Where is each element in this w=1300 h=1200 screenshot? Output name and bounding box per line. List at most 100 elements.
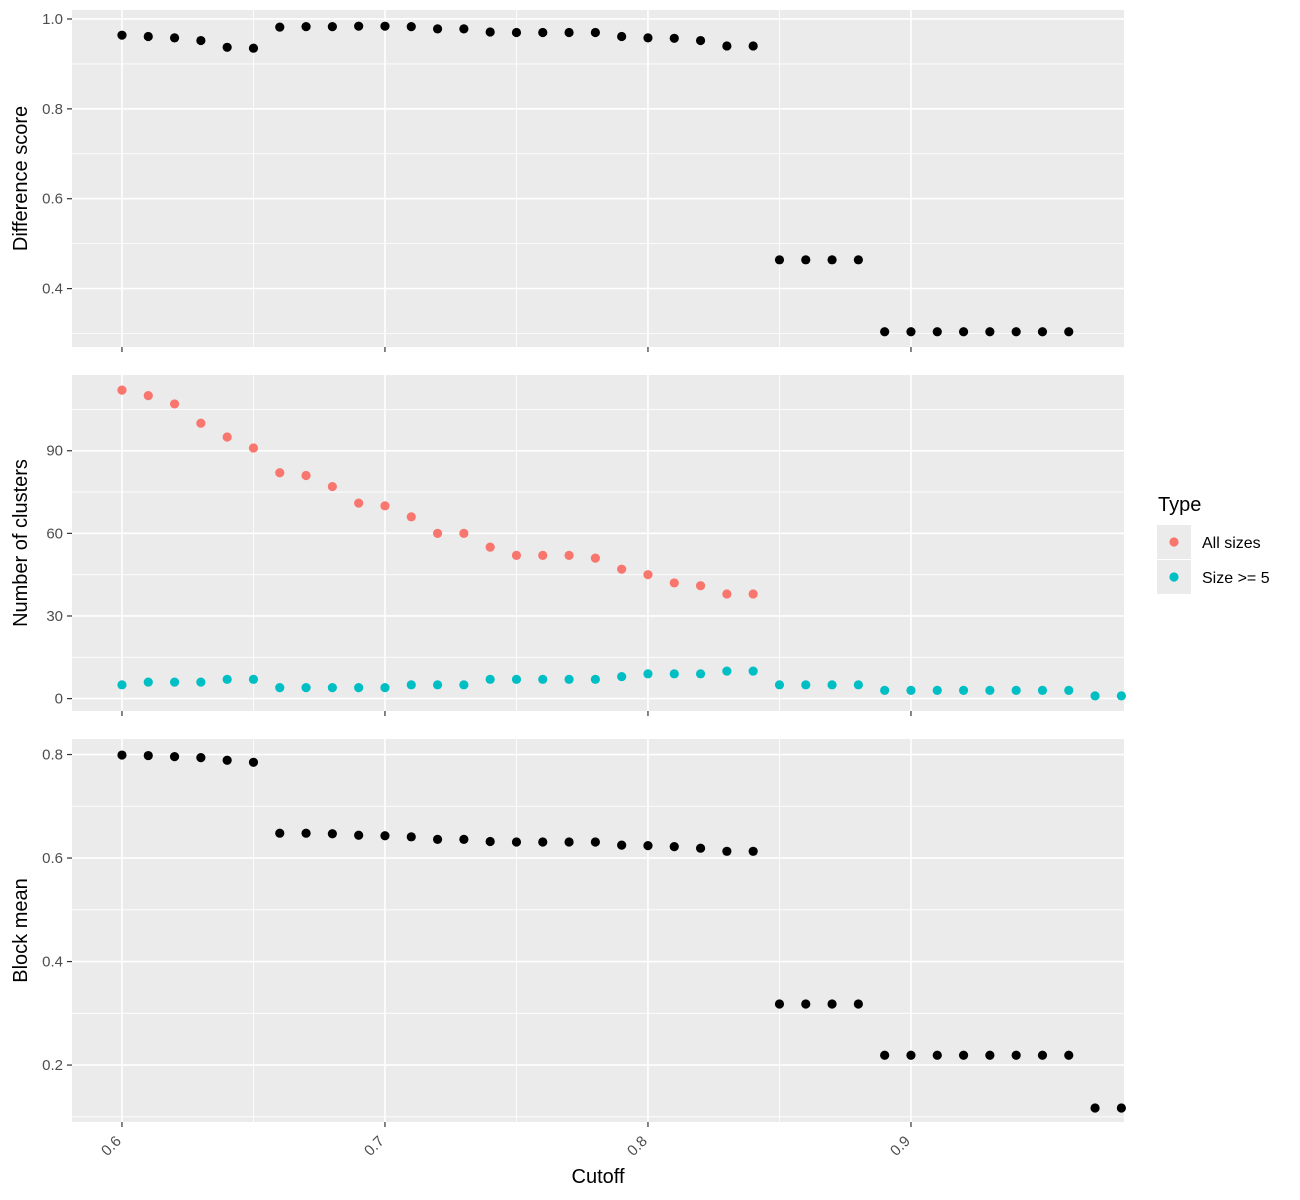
data-point bbox=[748, 589, 758, 599]
data-point bbox=[169, 751, 180, 762]
data-point bbox=[117, 30, 127, 40]
data-point bbox=[564, 550, 574, 560]
data-point bbox=[380, 501, 390, 511]
x-tick-label: 0.9 bbox=[887, 1133, 914, 1160]
legend-label: Size >= 5 bbox=[1202, 570, 1270, 587]
data-point bbox=[406, 832, 416, 842]
panel-3: 0.2 0.4 0.6 0.8 Block mean 0.6 0.7 0.8 0.9 bbox=[10, 739, 1126, 1160]
y-tick-label: 0.6 bbox=[42, 850, 63, 867]
data-point bbox=[643, 33, 653, 43]
data-point bbox=[1037, 685, 1048, 695]
legend: Type All sizes Size >= 5 bbox=[1157, 494, 1270, 594]
data-point bbox=[1037, 1050, 1048, 1060]
y-axis-title: Difference score bbox=[10, 106, 32, 251]
panel-background bbox=[72, 10, 1124, 347]
data-point bbox=[275, 682, 285, 693]
series-1 bbox=[117, 750, 1126, 1113]
data-point bbox=[1064, 1050, 1074, 1060]
data-point bbox=[853, 999, 863, 1009]
data-point bbox=[301, 682, 311, 693]
data-point bbox=[485, 674, 495, 684]
data-point bbox=[538, 27, 548, 38]
data-point bbox=[958, 327, 969, 337]
y-tick-label: 0.8 bbox=[42, 101, 63, 118]
data-point bbox=[906, 685, 916, 695]
data-point bbox=[327, 682, 337, 693]
data-point bbox=[196, 677, 206, 687]
y-tick-label: 0.8 bbox=[42, 747, 63, 764]
legend-key-point bbox=[1169, 572, 1179, 582]
data-point bbox=[590, 674, 600, 684]
data-point bbox=[143, 391, 153, 401]
data-point bbox=[906, 327, 916, 337]
data-point bbox=[932, 1050, 942, 1060]
data-point bbox=[222, 432, 232, 442]
data-point bbox=[143, 677, 153, 687]
data-point bbox=[1090, 1103, 1100, 1113]
data-point bbox=[722, 666, 732, 676]
series-size-5 bbox=[117, 666, 1126, 701]
data-point bbox=[301, 470, 311, 481]
data-point bbox=[1011, 1050, 1021, 1060]
y-tick-label: 0.4 bbox=[42, 954, 63, 971]
data-point bbox=[827, 680, 837, 690]
data-point bbox=[1090, 691, 1100, 701]
legend-label: All sizes bbox=[1202, 535, 1261, 552]
data-point bbox=[459, 680, 469, 690]
panel-2: 0 30 60 90 Number of clusters bbox=[10, 375, 1126, 716]
data-point bbox=[354, 21, 364, 31]
data-point bbox=[169, 33, 180, 43]
data-point bbox=[275, 828, 285, 838]
data-point bbox=[564, 27, 574, 38]
data-point bbox=[643, 669, 653, 679]
data-point bbox=[564, 674, 574, 684]
data-point bbox=[748, 41, 758, 51]
data-point bbox=[985, 1050, 995, 1060]
data-point bbox=[275, 468, 285, 478]
data-point bbox=[248, 674, 259, 684]
data-point bbox=[932, 685, 942, 695]
legend-key-point bbox=[1169, 537, 1179, 547]
panel-1: 0.4 0.6 0.8 1.0 Difference score bbox=[10, 10, 1124, 352]
legend-title: Type bbox=[1158, 494, 1201, 516]
data-point bbox=[196, 418, 206, 428]
data-point bbox=[248, 443, 259, 453]
data-point bbox=[801, 680, 811, 690]
x-tick-label: 0.7 bbox=[361, 1133, 388, 1160]
data-point bbox=[432, 528, 443, 538]
data-point bbox=[196, 35, 206, 46]
data-point bbox=[958, 1050, 969, 1060]
data-point bbox=[485, 27, 495, 37]
data-point bbox=[695, 581, 706, 591]
data-point bbox=[354, 830, 364, 840]
x-axis-title: Cutoff bbox=[572, 1166, 625, 1188]
data-point bbox=[695, 35, 706, 46]
data-point bbox=[1037, 327, 1048, 337]
data-point bbox=[880, 327, 890, 337]
data-point bbox=[432, 680, 443, 690]
data-point bbox=[459, 24, 469, 34]
data-point bbox=[248, 757, 259, 767]
data-point bbox=[853, 680, 863, 690]
y-axis-title: Block mean bbox=[10, 878, 32, 983]
data-point bbox=[222, 755, 232, 765]
data-point bbox=[327, 829, 337, 839]
x-tick-label: 0.6 bbox=[98, 1133, 125, 1160]
data-point bbox=[880, 685, 890, 695]
data-point bbox=[774, 680, 785, 690]
data-point bbox=[1011, 685, 1021, 695]
y-tick-label: 0 bbox=[55, 691, 63, 708]
data-point bbox=[511, 27, 522, 38]
data-point bbox=[380, 831, 390, 841]
data-point bbox=[590, 837, 600, 847]
y-tick-label: 0.6 bbox=[42, 191, 63, 208]
data-point bbox=[827, 999, 837, 1009]
data-point bbox=[1064, 685, 1074, 695]
data-point bbox=[669, 33, 679, 43]
data-point bbox=[643, 841, 653, 851]
data-point bbox=[459, 528, 469, 538]
data-point bbox=[327, 22, 337, 32]
data-point bbox=[722, 846, 732, 856]
data-point bbox=[538, 674, 548, 684]
data-point bbox=[196, 753, 206, 763]
